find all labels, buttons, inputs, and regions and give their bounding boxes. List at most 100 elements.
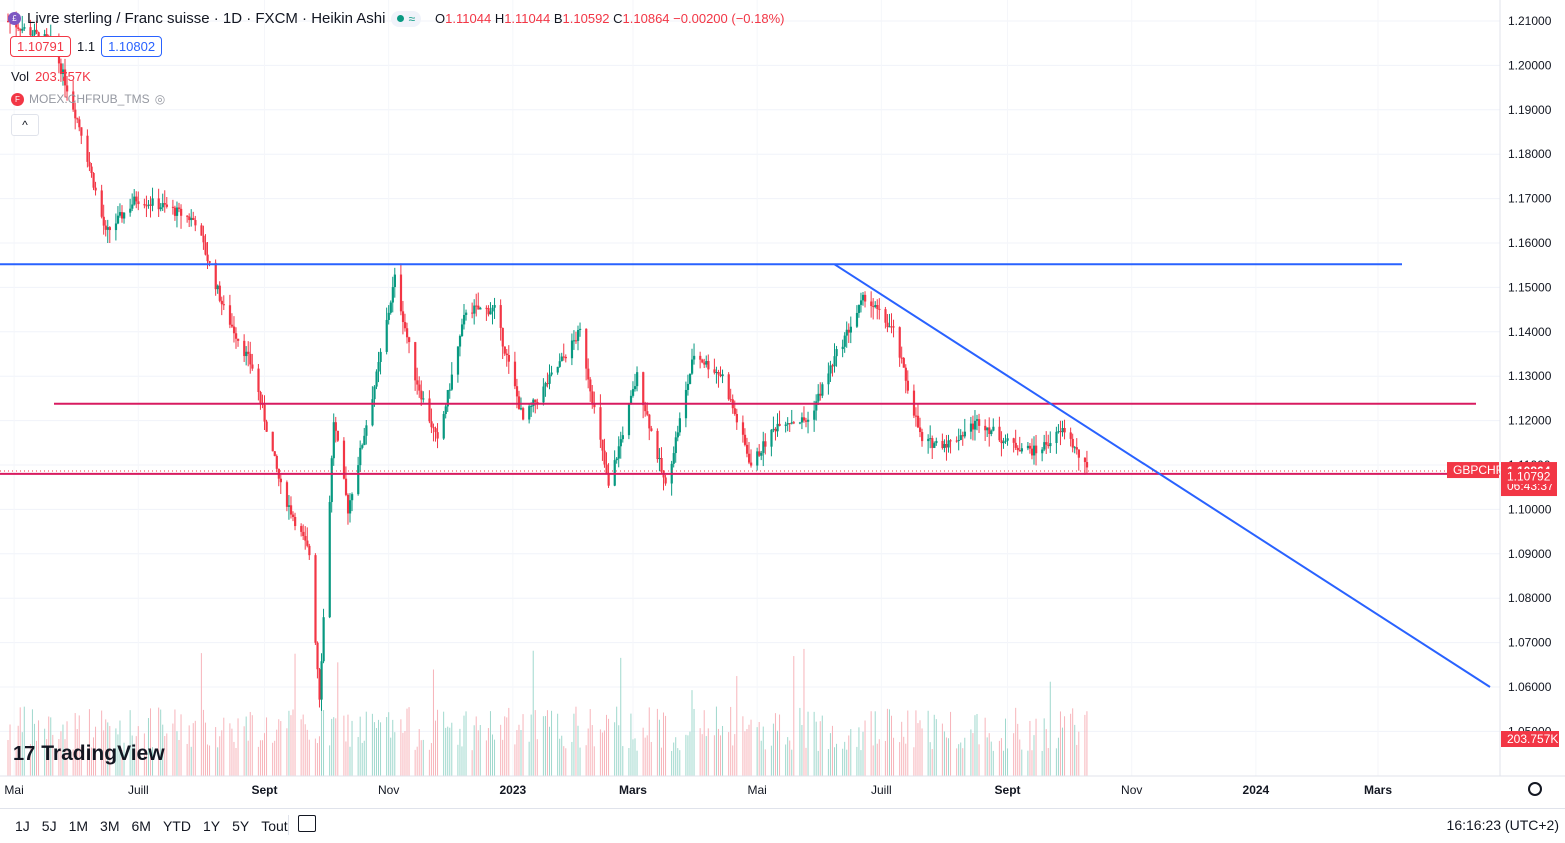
- range-button-1m[interactable]: 1M: [68, 818, 89, 834]
- price-axis: 1.21000 1.20000 1.19000 1.18000 1.17000 1.160…: [1447, 0, 1559, 776]
- candle-body: [230, 324, 234, 327]
- candle-body: [949, 440, 952, 442]
- sell-button[interactable]: 1.10791: [10, 36, 71, 57]
- candle-body: [829, 365, 832, 374]
- gear-icon[interactable]: [1528, 782, 1542, 796]
- candle-body: [204, 242, 207, 255]
- candle-body: [758, 451, 761, 456]
- candle-body: [416, 380, 419, 385]
- candle-body: [302, 531, 305, 537]
- candle-body: [436, 432, 439, 439]
- candle-body: [955, 440, 958, 442]
- candle-body: [815, 401, 818, 411]
- candle-body: [389, 302, 392, 313]
- candle-body: [357, 465, 360, 495]
- candle-body: [790, 422, 793, 424]
- collapse-legend-button[interactable]: ^: [11, 114, 39, 136]
- range-button-3m[interactable]: 3M: [100, 818, 120, 834]
- symbol-tag: GBPCHF: [1453, 463, 1503, 477]
- candle-body: [1035, 445, 1038, 454]
- candle-body: [1043, 442, 1046, 450]
- bid-price-tag: 1.10792: [1507, 470, 1551, 484]
- candle-body: [792, 422, 795, 424]
- candle-body: [562, 356, 565, 358]
- currency-flag-icon: £: [8, 12, 21, 25]
- range-button-1j[interactable]: 1J: [15, 818, 30, 834]
- candle-body: [444, 406, 447, 415]
- candle-body: [800, 417, 804, 423]
- clock[interactable]: 16:16:23 (UTC+2): [1446, 817, 1559, 833]
- candle-body: [520, 408, 523, 410]
- candle-body: [391, 287, 394, 303]
- candle-body: [1063, 428, 1066, 433]
- range-button-ytd[interactable]: YTD: [162, 818, 191, 834]
- candle-body: [990, 430, 993, 435]
- candle-body: [986, 427, 989, 431]
- candle-body: [807, 419, 810, 422]
- indicator-pill[interactable]: ≈: [391, 10, 422, 27]
- range-button-5j[interactable]: 5J: [41, 818, 57, 834]
- candle-body: [505, 353, 508, 355]
- candle-body: [676, 432, 679, 438]
- price-tick-label: 1.12000: [1508, 414, 1552, 428]
- candle-body: [819, 393, 822, 396]
- range-button-tout[interactable]: Tout: [261, 818, 288, 834]
- candle-body: [847, 329, 850, 333]
- candle-body: [477, 305, 480, 310]
- candle-body: [1049, 443, 1052, 447]
- spread-value: 1.1: [77, 39, 96, 54]
- candle-body: [200, 225, 203, 236]
- candle-body: [263, 404, 266, 422]
- range-button-6m[interactable]: 6M: [131, 818, 151, 834]
- time-tick-label: Juill: [871, 783, 892, 797]
- candlesticks: [7, 11, 1089, 711]
- candle-body: [90, 166, 93, 174]
- candle-body: [371, 399, 374, 426]
- calendar-icon[interactable]: [298, 815, 316, 832]
- volume-bars: [7, 648, 1088, 776]
- ohlc-values: O1.11044 H1.11044 B1.10592 C1.10864 −0.0…: [435, 11, 785, 26]
- candle-body: [1075, 447, 1078, 450]
- candle-body: [434, 428, 437, 433]
- candle-body: [621, 435, 624, 440]
- candle-body: [945, 444, 948, 448]
- time-tick-label: Mai: [4, 783, 23, 797]
- candle-body: [805, 420, 808, 422]
- candle-body: [786, 423, 789, 425]
- time-tick-label: Sept: [251, 783, 277, 797]
- candle-body: [35, 29, 38, 33]
- candle-body: [336, 430, 339, 441]
- candle-body: [776, 423, 779, 432]
- candle-body: [750, 462, 753, 466]
- candle-body: [330, 458, 333, 503]
- range-button-5y[interactable]: 5Y: [232, 818, 250, 834]
- candle-body: [963, 431, 966, 437]
- candle-body: [992, 426, 995, 431]
- candle-body: [442, 414, 445, 439]
- price-chart[interactable]: 1.21000 1.20000 1.19000 1.18000 1.17000 1.160…: [0, 0, 1565, 808]
- buy-button[interactable]: 1.10802: [101, 36, 163, 57]
- range-button-1y[interactable]: 1Y: [202, 818, 221, 834]
- candle-body: [864, 294, 867, 302]
- eye-hidden-icon[interactable]: ◎: [154, 92, 166, 106]
- candle-body: [969, 423, 973, 432]
- candle-body: [927, 438, 930, 442]
- candle-body: [289, 505, 293, 515]
- candle-body: [61, 69, 65, 75]
- candle-body: [743, 434, 747, 445]
- candle-body: [448, 389, 451, 391]
- symbol-title[interactable]: Livre sterling / Franc suisse · 1D · FXC…: [27, 10, 386, 27]
- candle-body: [147, 204, 150, 206]
- candle-body: [906, 380, 909, 391]
- candle-body: [145, 205, 148, 207]
- candle-body: [487, 308, 490, 315]
- candle-body: [849, 326, 852, 333]
- candle-body: [275, 455, 278, 469]
- candle-body: [458, 336, 462, 347]
- candle-body: [1057, 431, 1060, 433]
- candle-body: [31, 34, 34, 36]
- candle-body: [888, 326, 891, 328]
- candle-body: [859, 300, 863, 305]
- overlay-symbol[interactable]: MOEX:CHFRUB_TMS: [29, 92, 150, 106]
- chart-legend: £ Livre sterling / Franc suisse · 1D · F…: [8, 10, 784, 27]
